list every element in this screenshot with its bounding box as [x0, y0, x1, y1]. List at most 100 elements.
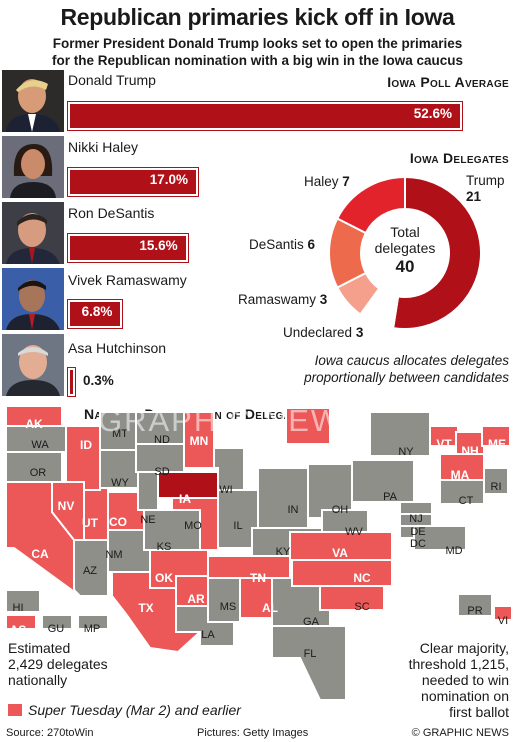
state-label-gu: GU — [47, 623, 65, 635]
haley-photo — [2, 136, 64, 198]
state-RI — [483, 467, 509, 495]
state-label-vi: VI — [497, 615, 509, 627]
subtitle-line-2: for the Republican nomination with a big… — [51, 53, 464, 68]
gn-watermark-logo: GN — [195, 301, 287, 373]
state-MI — [285, 407, 331, 445]
legend-label: Super Tuesday (Mar 2) and earlier — [28, 702, 241, 718]
state-NC — [291, 559, 393, 587]
desantis-photo — [2, 202, 64, 264]
state-label-mp: MP — [83, 623, 101, 635]
state-label-la: LA — [201, 629, 215, 641]
donut-slice-haley — [335, 175, 406, 235]
poll-bar — [67, 367, 76, 397]
poll-value-label: 15.6% — [139, 238, 178, 253]
state-GU — [41, 614, 73, 630]
state-label-il: IL — [233, 520, 243, 532]
slice-label-desantis: DeSantis 6 — [249, 237, 316, 252]
slice-value-trump: 21 — [466, 189, 482, 204]
poll-bar — [66, 299, 124, 329]
state-label-nc: NC — [353, 571, 371, 585]
state-label-hi: HI — [12, 602, 24, 614]
state-label-ma: MA — [450, 468, 470, 482]
state-label-ok: OK — [155, 571, 173, 585]
trump-photo — [2, 70, 64, 132]
state-label-ak: AK — [25, 417, 43, 431]
state-label-pr: PR — [467, 605, 483, 617]
state-VI — [493, 605, 513, 621]
state-label-wy: WY — [111, 477, 129, 489]
state-label-nm: NM — [105, 549, 123, 561]
state-HI — [5, 589, 41, 613]
poll-value-label: 0.3% — [83, 373, 114, 388]
state-label-ny: NY — [398, 446, 414, 458]
slice-label-undeclared: Undeclared 3 — [283, 325, 364, 340]
state-label-nv: NV — [57, 499, 75, 513]
slice-label-ramaswamy: Ramaswamy 3 — [238, 292, 328, 307]
state-label-wi: WI — [219, 484, 233, 496]
state-label-ia: IA — [179, 492, 191, 506]
state-label-co: CO — [109, 515, 127, 529]
state-label-mi: MI — [302, 445, 316, 459]
poll-value-label: 52.6% — [413, 106, 452, 121]
us-delegate-map — [5, 405, 513, 701]
state-label-mo: MO — [184, 520, 202, 532]
state-label-wa: WA — [31, 439, 49, 451]
state-label-sd: SD — [154, 466, 170, 478]
state-label-mn: MN — [189, 434, 209, 448]
state-label-pa: PA — [383, 491, 397, 503]
state-label-az: AZ — [82, 565, 98, 577]
state-label-as: AS — [9, 623, 27, 637]
donut-center-label: Total delegates — [374, 224, 436, 256]
state-label-nj: NJ — [409, 513, 423, 525]
state-label-al: AL — [262, 601, 278, 615]
state-label-ga: GA — [303, 616, 319, 628]
state-IN — [257, 467, 309, 529]
majority-text: Clear majority, threshold 1,215, needed … — [408, 640, 509, 720]
state-PR — [457, 593, 493, 617]
state-label-id: ID — [80, 438, 92, 452]
state-label-nd: ND — [154, 434, 170, 446]
state-label-de: DE — [410, 526, 426, 538]
state-MP — [77, 614, 109, 630]
state-label-tx: TX — [138, 601, 154, 615]
state-AS — [5, 614, 37, 630]
subtitle-line-1: Former President Donald Trump looks set … — [52, 36, 463, 51]
candidate-name: Asa Hutchinson — [68, 340, 167, 356]
state-label-wv: WV — [345, 526, 363, 538]
state-CT — [439, 479, 485, 505]
state-label-ms: MS — [219, 601, 237, 613]
state-label-ky: KY — [275, 546, 291, 558]
poll-value-label: 17.0% — [149, 172, 189, 187]
state-label-md: MD — [445, 545, 463, 557]
poll-value-label: 6.8% — [81, 304, 113, 319]
state-label-ne: NE — [140, 514, 156, 526]
candidate-name: Nikki Haley — [68, 139, 139, 155]
poll-bar — [67, 101, 463, 131]
state-label-sc: SC — [354, 601, 370, 613]
source-credit: Source: 270toWin — [6, 727, 94, 739]
state-FL — [271, 625, 347, 701]
state-ME — [481, 425, 511, 447]
state-AZ — [73, 539, 109, 597]
state-label-vt: VT — [436, 437, 452, 451]
graphic-news-credit: © GRAPHIC NEWS — [411, 727, 509, 739]
state-label-in: IN — [287, 504, 299, 516]
caucus-note: Iowa caucus allocates delegates proporti… — [304, 353, 509, 385]
state-SC — [319, 585, 385, 611]
estimate-text: Estimated 2,429 delegates nationally — [8, 640, 108, 688]
donut-slice-trump — [391, 175, 482, 330]
state-label-ar: AR — [187, 592, 205, 606]
state-label-oh: OH — [331, 504, 349, 516]
state-NY — [369, 411, 431, 457]
delegates-chart-title: Iowa Delegates — [409, 150, 509, 166]
state-label-dc: DC — [410, 538, 426, 550]
legend-swatch — [8, 704, 22, 716]
slice-label-haley: Haley 7 — [304, 174, 350, 189]
state-label-or: OR — [29, 467, 47, 479]
state-label-ca: CA — [31, 547, 49, 561]
state-label-ri: RI — [490, 481, 502, 493]
state-MD — [413, 525, 467, 551]
slice-label-trump: Trump — [466, 173, 505, 188]
page-title: Republican primaries kick off in Iowa — [60, 4, 455, 30]
candidate-name: Ron DeSantis — [68, 205, 155, 221]
